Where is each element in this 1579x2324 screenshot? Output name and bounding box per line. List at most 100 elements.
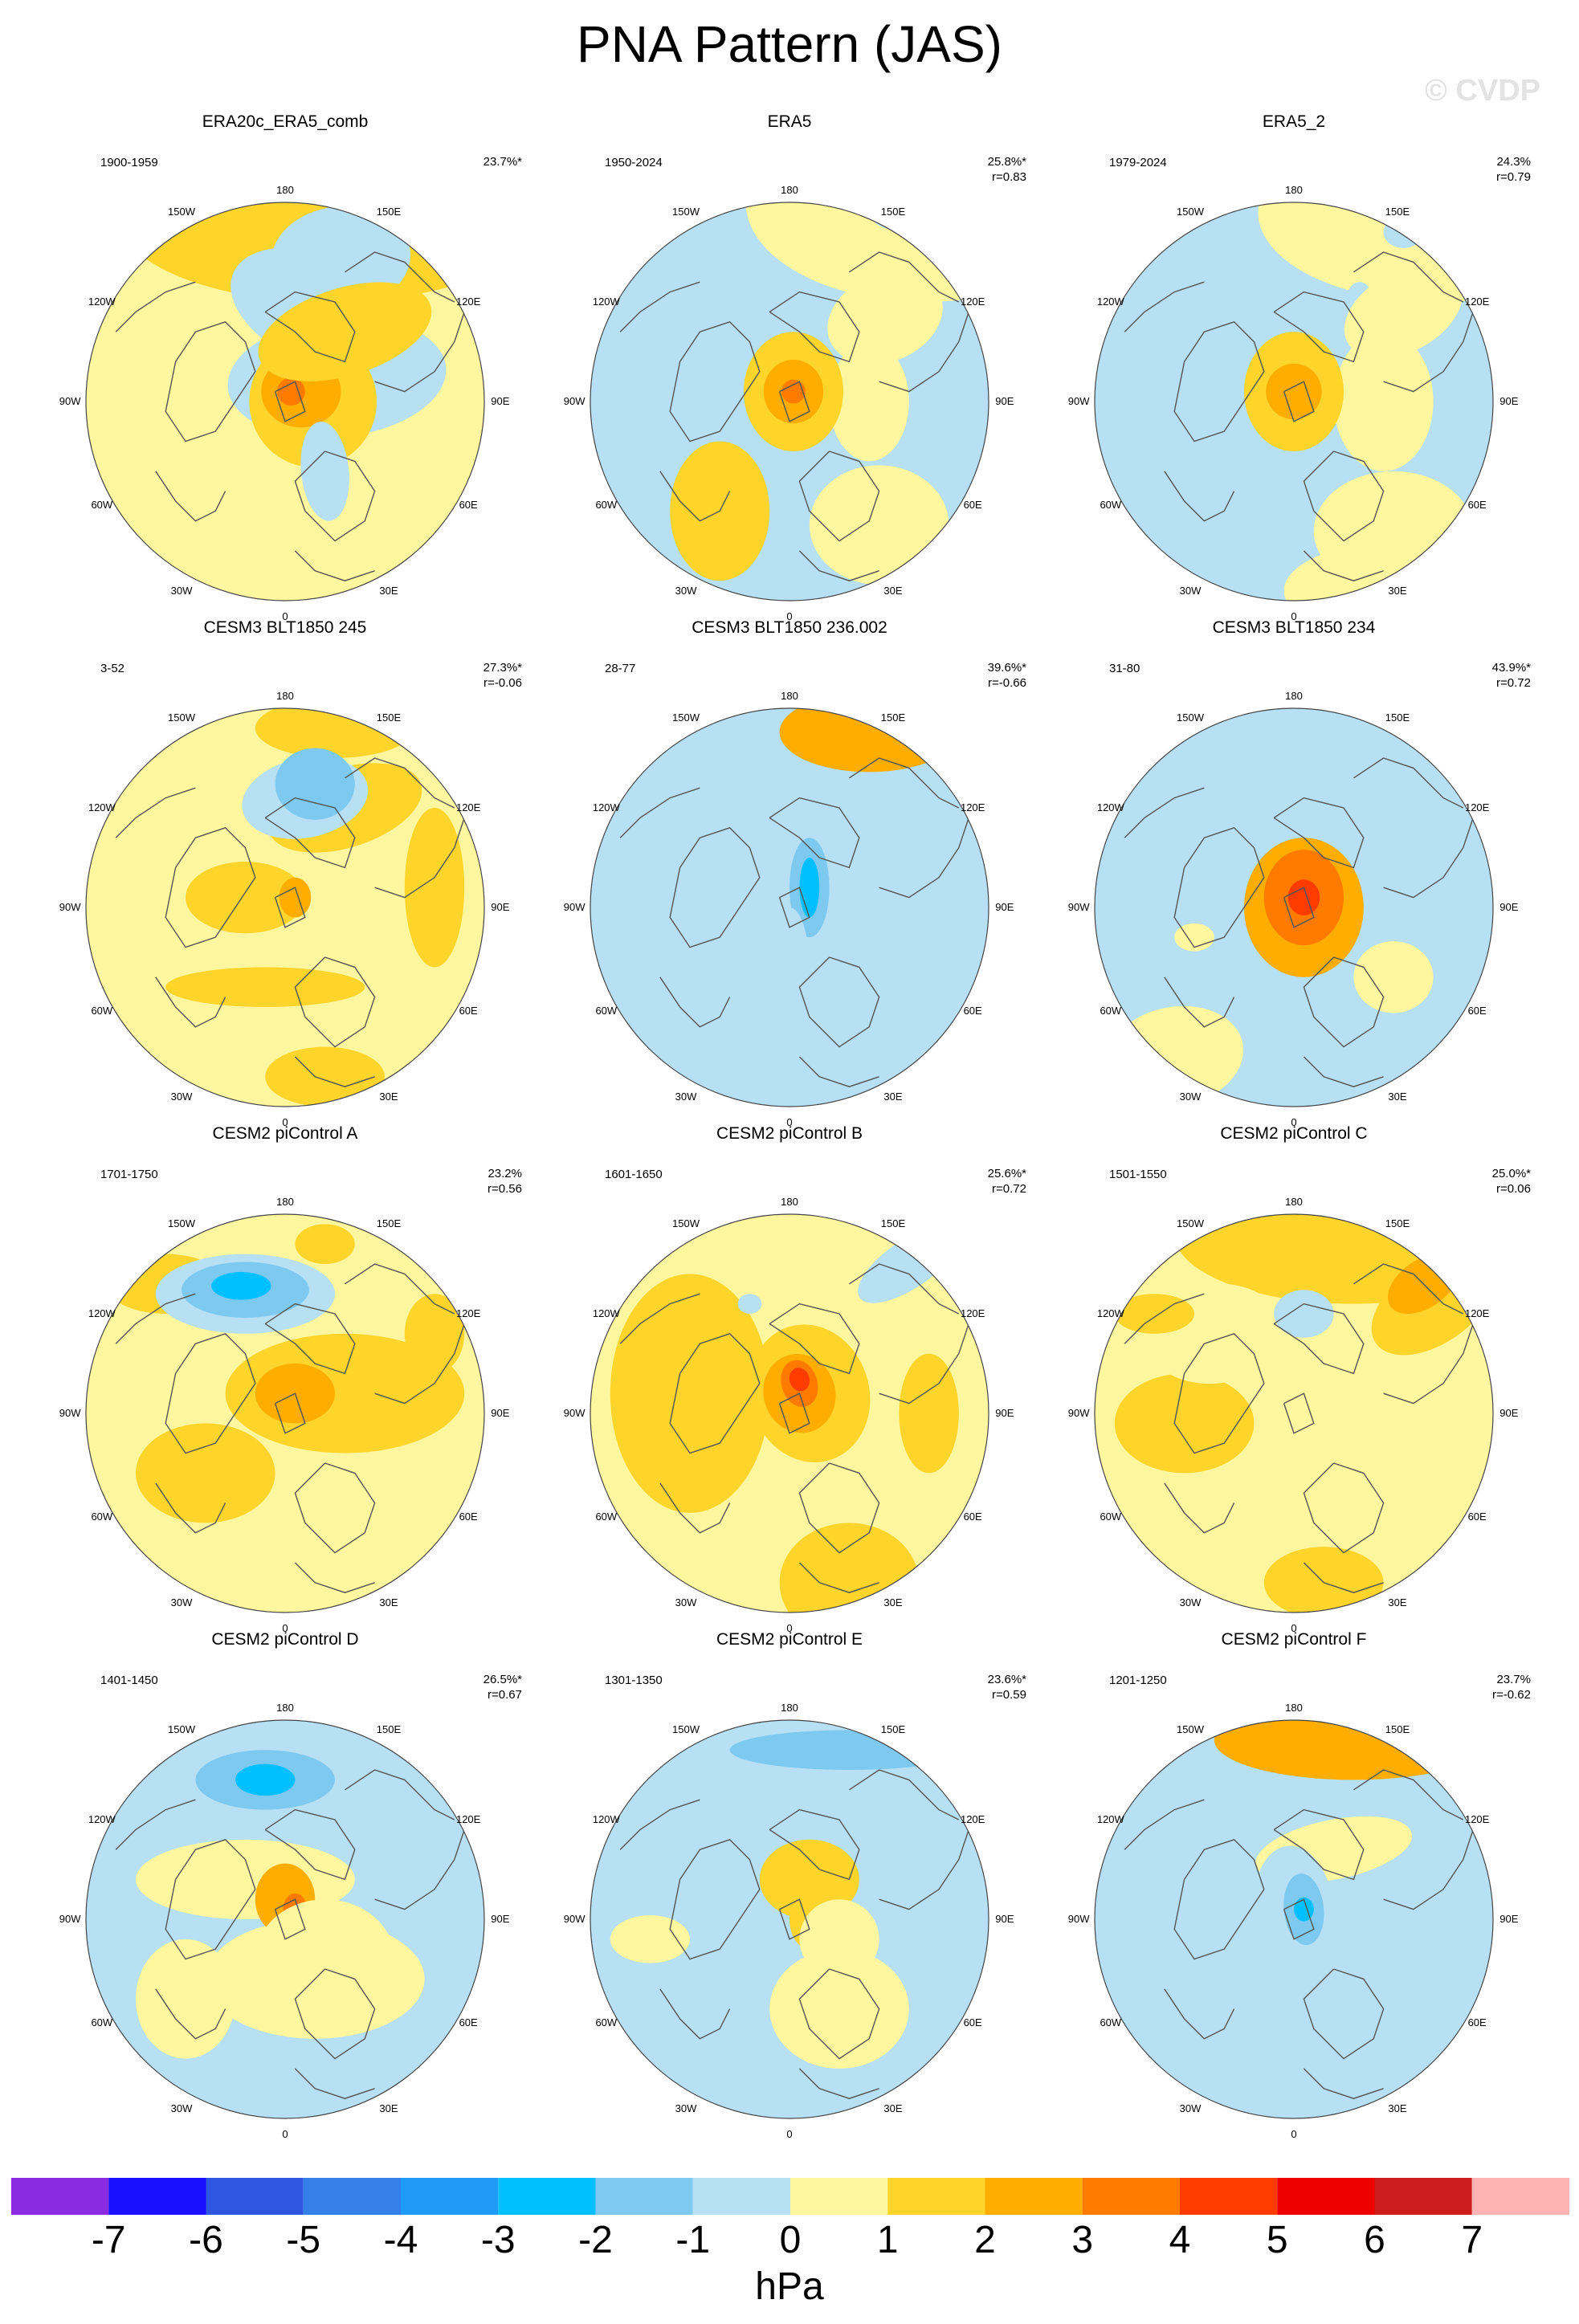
longitude-label: 90E bbox=[491, 1913, 510, 1925]
longitude-label: 180 bbox=[276, 690, 294, 703]
polar-map bbox=[85, 1213, 485, 1613]
coastline bbox=[619, 1293, 700, 1344]
colorbar-swatch bbox=[595, 2178, 693, 2215]
colorbar-swatch bbox=[692, 2178, 790, 2215]
coastline bbox=[1164, 471, 1235, 522]
longitude-label: 150W bbox=[1177, 1723, 1205, 1736]
map-panel: CESM3 BLT1850 236.002 28-77 39.6%* r=-0.66 1… bbox=[528, 618, 1051, 1132]
longitude-label: 90E bbox=[491, 901, 510, 913]
coastline bbox=[1164, 976, 1235, 1028]
longitude-label: 90W bbox=[59, 1913, 81, 1925]
anomaly-contour bbox=[186, 861, 305, 934]
longitude-label: 90W bbox=[59, 901, 81, 913]
coastline bbox=[1283, 381, 1315, 422]
coastline bbox=[619, 787, 700, 838]
coastline bbox=[1164, 1482, 1235, 1534]
anomaly-contour bbox=[622, 743, 838, 833]
longitude-label: 150E bbox=[376, 711, 402, 724]
longitude-label: 120W bbox=[88, 801, 116, 813]
longitude-label: 180 bbox=[781, 690, 798, 703]
longitude-label: 150W bbox=[1177, 1217, 1205, 1230]
longitude-label: 60W bbox=[595, 1004, 618, 1017]
anomaly-contour bbox=[255, 708, 415, 758]
longitude-label: 90E bbox=[491, 1407, 510, 1419]
coastline bbox=[345, 757, 455, 809]
longitude-label: 150E bbox=[880, 206, 906, 218]
pattern-correlation: r=0.72 bbox=[1496, 676, 1531, 690]
colorbar-tick-label: 5 bbox=[1266, 2219, 1288, 2261]
coastline bbox=[659, 1988, 731, 2040]
coastline bbox=[345, 1263, 455, 1315]
colorbar-tick-label: 7 bbox=[1461, 2219, 1483, 2261]
longitude-label: 30W bbox=[675, 584, 697, 597]
longitude-label: 90W bbox=[1067, 1913, 1090, 1925]
longitude-label: 60E bbox=[963, 1510, 982, 1523]
panel-period: 1501-1550 bbox=[1109, 1168, 1167, 1181]
colorbar-swatch bbox=[401, 2178, 499, 2215]
variance-explained: 23.6%* bbox=[987, 1673, 1026, 1686]
map-panel: CESM2 piControl C 1501-1550 25.0%* r=0.06 18… bbox=[1033, 1124, 1555, 1638]
panel-period: 1401-1450 bbox=[100, 1674, 158, 1687]
longitude-label: 30W bbox=[1179, 2102, 1202, 2114]
colorbar-swatch bbox=[887, 2178, 985, 2215]
polar-map bbox=[85, 202, 485, 601]
anomaly-contour bbox=[1114, 1373, 1255, 1474]
panel-period: 1701-1750 bbox=[100, 1168, 158, 1181]
coastline bbox=[165, 826, 256, 948]
longitude-label: 30E bbox=[1388, 584, 1407, 597]
variance-explained: 25.0%* bbox=[1491, 1167, 1531, 1180]
longitude-label: 150E bbox=[1385, 206, 1410, 218]
longitude-label: 60W bbox=[1100, 1004, 1122, 1017]
coastline bbox=[294, 451, 376, 542]
anomaly-contour bbox=[799, 1899, 879, 1979]
coastline bbox=[155, 976, 226, 1028]
coastline bbox=[1303, 451, 1385, 542]
variance-explained: 39.6%* bbox=[987, 661, 1026, 675]
longitude-label: 180 bbox=[1285, 1702, 1303, 1714]
longitude-label: 60E bbox=[963, 498, 982, 511]
coastline bbox=[669, 826, 761, 948]
map-panel: ERA5_2 1979-2024 24.3% r=0.79 180 0 150W 120W 90… bbox=[1033, 112, 1555, 626]
longitude-label: 90W bbox=[1067, 1407, 1090, 1419]
pattern-correlation: r=0.59 bbox=[992, 1688, 1026, 1702]
longitude-label: 90W bbox=[1067, 395, 1090, 407]
panel-stats: 27.3%* r=-0.06 bbox=[377, 660, 522, 691]
pattern-correlation: r=0.79 bbox=[1496, 170, 1531, 184]
longitude-label: 120E bbox=[960, 1813, 985, 1825]
anomaly-contour bbox=[670, 177, 1014, 202]
longitude-label: 60W bbox=[1100, 498, 1122, 511]
anomaly-contour bbox=[1333, 332, 1434, 471]
longitude-label: 30E bbox=[379, 1090, 398, 1103]
longitude-label: 120W bbox=[88, 1813, 116, 1825]
coastline bbox=[619, 281, 700, 332]
coastline bbox=[1303, 1562, 1384, 1593]
panel-title: CESM2 piControl A bbox=[212, 1124, 358, 1143]
longitude-label: 120E bbox=[455, 1307, 481, 1319]
pattern-correlation: r=0.72 bbox=[992, 1182, 1026, 1196]
variance-explained: 27.3%* bbox=[483, 661, 522, 675]
panel-title: CESM2 piControl D bbox=[211, 1630, 359, 1649]
anomaly-contour bbox=[1353, 941, 1434, 1013]
longitude-label: 30W bbox=[1179, 1596, 1202, 1608]
longitude-label: 30E bbox=[883, 2102, 903, 2114]
coastline bbox=[1283, 887, 1315, 928]
panel-stats: 25.6%* r=0.72 bbox=[882, 1166, 1026, 1197]
coastline bbox=[669, 1838, 761, 1960]
anomaly-contour bbox=[255, 1899, 395, 2019]
coastline bbox=[374, 817, 465, 899]
longitude-label: 120W bbox=[592, 296, 620, 308]
longitude-label: 60E bbox=[1467, 498, 1487, 511]
coastline bbox=[1283, 1392, 1315, 1434]
anomaly-contour bbox=[165, 967, 365, 1007]
anomaly-contour bbox=[1383, 216, 1424, 249]
coastline bbox=[1173, 1838, 1265, 1960]
longitude-label: 180 bbox=[276, 1196, 294, 1209]
anomaly-contour bbox=[404, 1294, 465, 1374]
map-boundary bbox=[85, 1213, 485, 1613]
coastline bbox=[1164, 1988, 1235, 2040]
anomaly-contour bbox=[737, 1294, 762, 1314]
longitude-label: 150W bbox=[672, 206, 700, 218]
longitude-label: 150E bbox=[1385, 1217, 1410, 1230]
coastline bbox=[1303, 956, 1385, 1048]
panel-title: CESM2 piControl C bbox=[1220, 1124, 1368, 1143]
